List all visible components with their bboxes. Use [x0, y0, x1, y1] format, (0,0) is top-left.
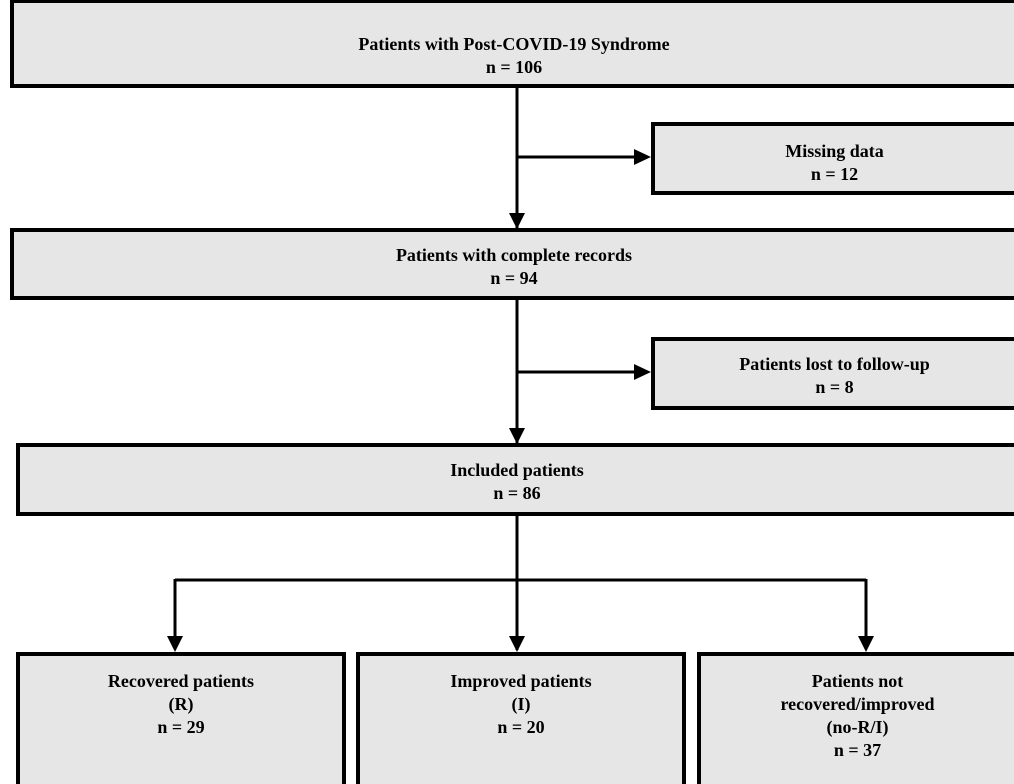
- box-not-recovered-code: (no-R/I): [826, 717, 889, 737]
- box-included-patients: Included patients n = 86: [16, 443, 1014, 516]
- box-improved-count: n = 20: [497, 717, 545, 737]
- box-not-recovered-count: n = 37: [833, 740, 882, 760]
- box-lost-to-followup: Patients lost to follow-up n = 8: [651, 337, 1014, 410]
- box-lost-to-followup-count: n = 8: [815, 377, 854, 397]
- arrowhead-not-recovered: [858, 636, 874, 652]
- box-not-recovered-title-line1: Patients not: [811, 671, 904, 691]
- box-complete-records: Patients with complete records n = 94: [10, 228, 1014, 300]
- box-post-covid-title: Patients with Post-COVID-19 Syndrome: [358, 34, 670, 54]
- box-recovered-patients: Recovered patients (R) n = 29: [16, 652, 346, 784]
- box-recovered-count: n = 29: [157, 717, 205, 737]
- box-recovered-code: (R): [168, 694, 194, 714]
- box-recovered-title: Recovered patients: [107, 671, 255, 691]
- box-complete-records-title: Patients with complete records: [395, 245, 633, 265]
- box-improved-title: Improved patients: [450, 671, 592, 691]
- box-missing-data-count: n = 12: [810, 164, 859, 184]
- box-improved-patients: Improved patients (I) n = 20: [356, 652, 686, 784]
- box-improved-code: (I): [511, 694, 531, 714]
- box-lost-to-followup-title: Patients lost to follow-up: [739, 354, 930, 374]
- arrowhead-recovered: [167, 636, 183, 652]
- arrowhead-missing-data: [634, 149, 651, 165]
- box-complete-records-count: n = 94: [490, 268, 538, 288]
- arrowhead-lost-followup: [634, 364, 651, 380]
- box-included-patients-count: n = 86: [493, 483, 541, 503]
- arrowhead-included: [509, 428, 525, 444]
- arrowhead-improved: [509, 636, 525, 652]
- box-missing-data: Missing data n = 12: [651, 122, 1014, 195]
- box-post-covid-count: n = 106: [485, 57, 543, 77]
- box-missing-data-title: Missing data: [785, 141, 884, 161]
- box-not-recovered-title-line2: recovered/improved: [780, 694, 935, 714]
- arrowhead-complete: [509, 213, 525, 229]
- box-not-recovered-patients: Patients not recovered/improved (no-R/I)…: [697, 652, 1014, 784]
- box-included-patients-title: Included patients: [450, 460, 584, 480]
- box-post-covid-patients: Patients with Post-COVID-19 Syndrome n =…: [10, 0, 1014, 88]
